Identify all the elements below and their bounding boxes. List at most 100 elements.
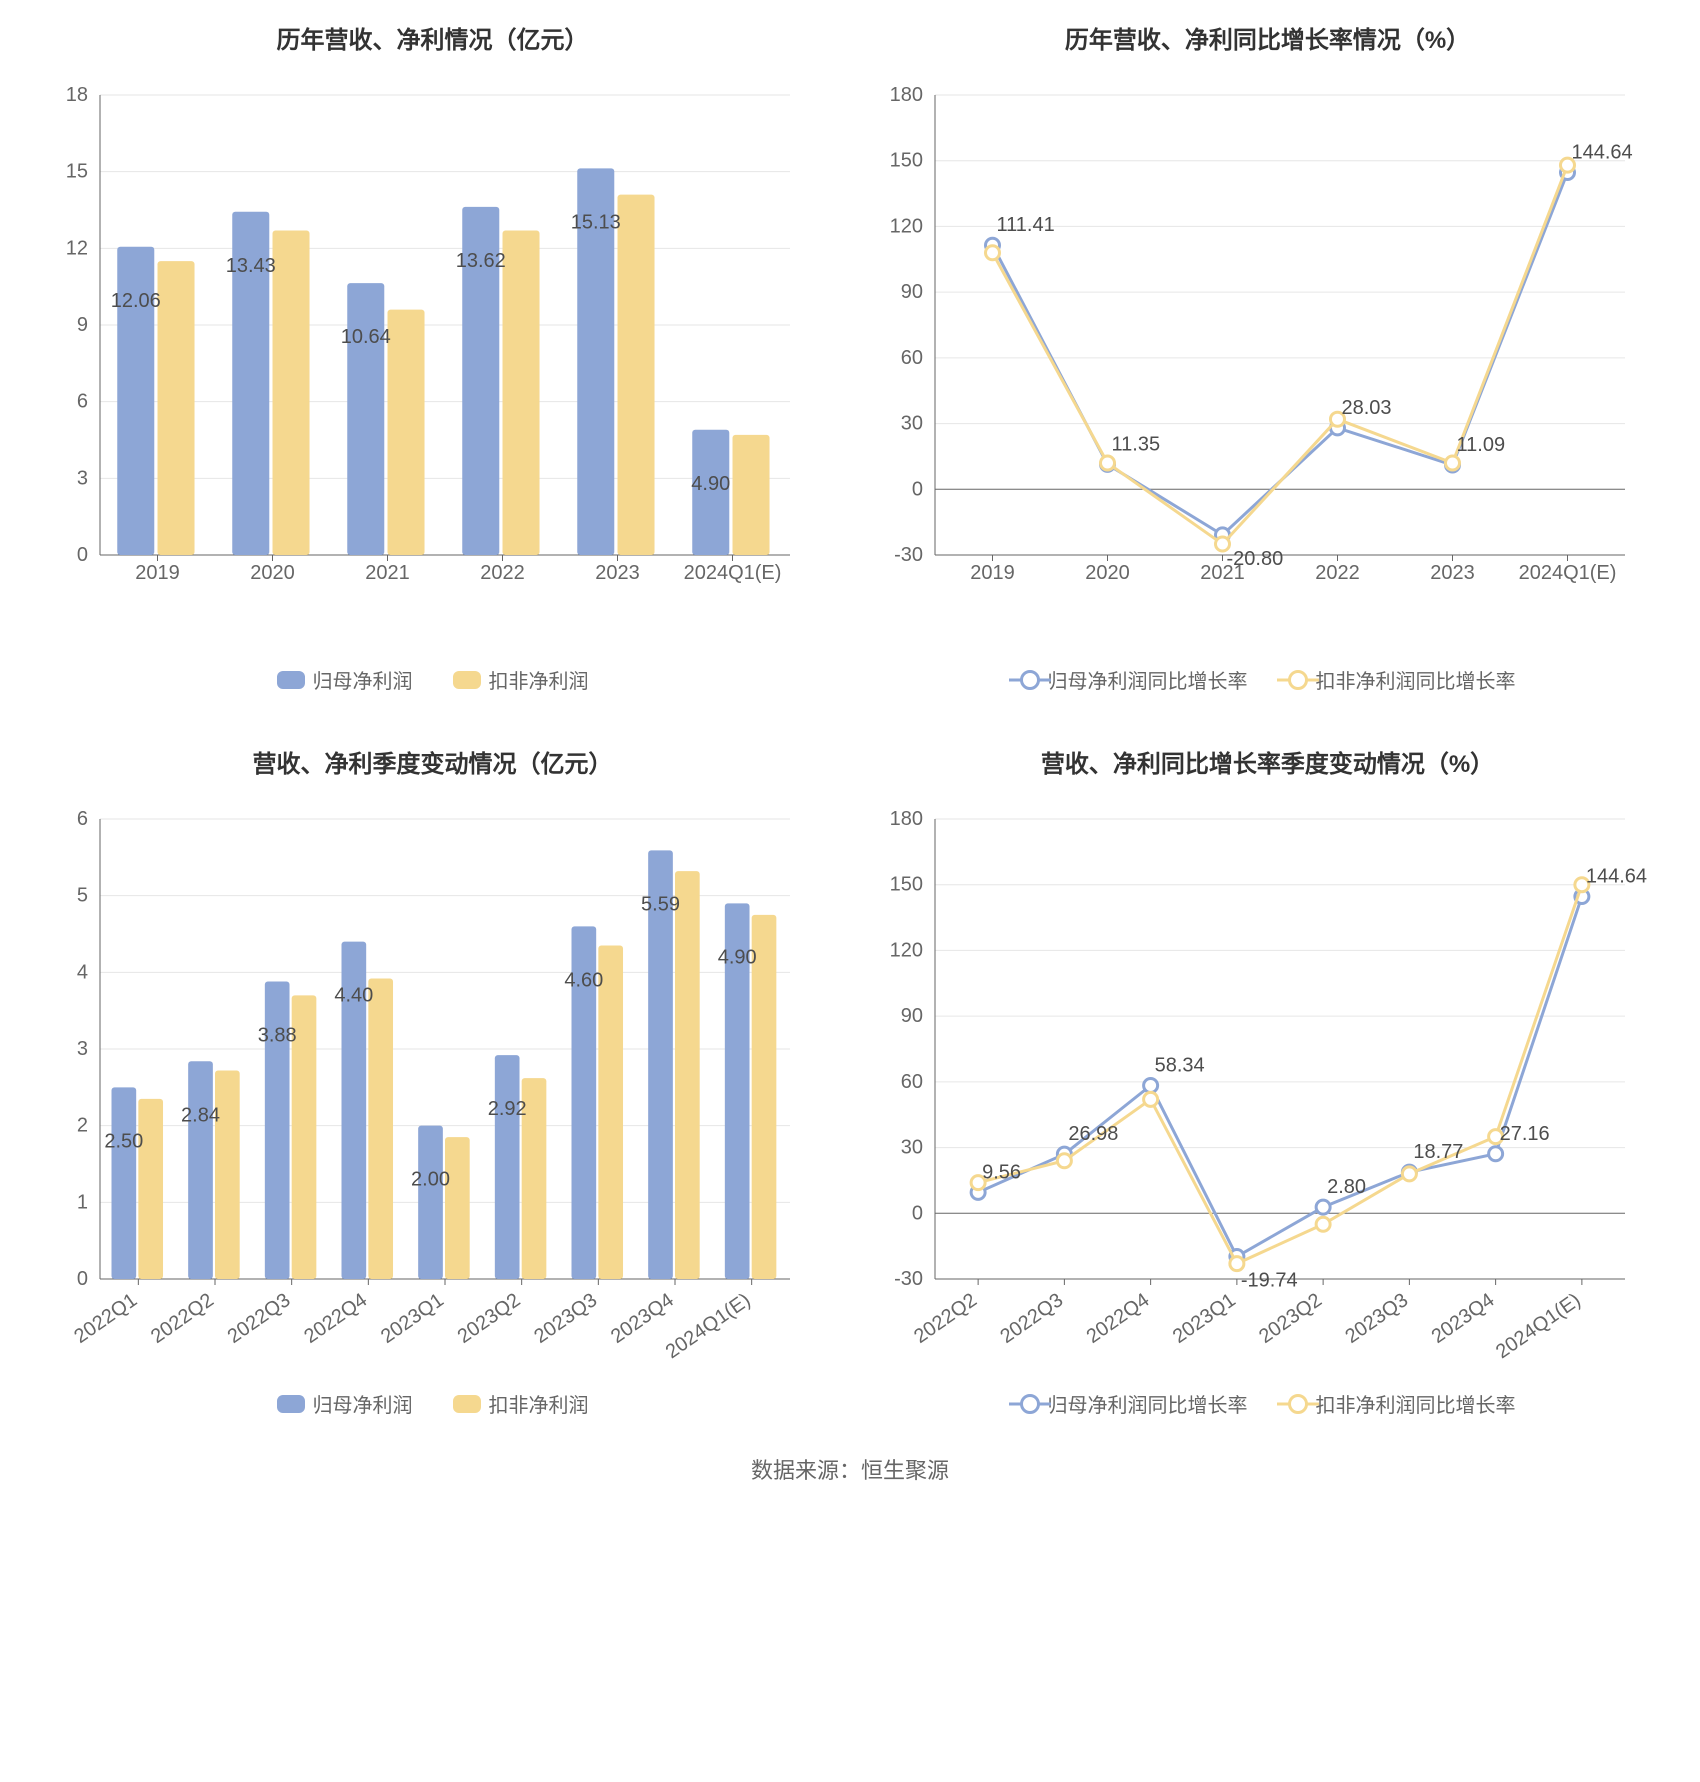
svg-text:18: 18 xyxy=(66,84,88,106)
legend-item: 扣非净利润同比增长率 xyxy=(1288,1389,1516,1418)
svg-text:120: 120 xyxy=(890,939,923,961)
svg-text:2023Q3: 2023Q3 xyxy=(1341,1289,1412,1348)
svg-text:2022Q1: 2022Q1 xyxy=(70,1289,141,1348)
chart-svg: 01234562022Q12022Q22022Q32022Q42023Q1202… xyxy=(40,799,820,1359)
chart-svg: -3003060901201501802022Q22022Q32022Q4202… xyxy=(875,799,1655,1359)
svg-text:2: 2 xyxy=(77,1115,88,1137)
svg-text:3.88: 3.88 xyxy=(258,1025,297,1047)
svg-text:150: 150 xyxy=(890,874,923,896)
svg-text:2023: 2023 xyxy=(595,562,640,584)
svg-text:15: 15 xyxy=(66,161,88,183)
data-source-label: 数据来源：恒生聚源 xyxy=(40,1453,1660,1485)
legend-label: 扣非净利润同比增长率 xyxy=(1316,1389,1516,1418)
svg-text:30: 30 xyxy=(901,413,923,435)
svg-text:2022Q3: 2022Q3 xyxy=(224,1289,295,1348)
svg-text:28.03: 28.03 xyxy=(1342,397,1392,419)
svg-text:3: 3 xyxy=(77,1038,88,1060)
svg-text:2.50: 2.50 xyxy=(104,1130,143,1152)
svg-text:2.00: 2.00 xyxy=(411,1169,450,1191)
legend-swatch-icon xyxy=(277,1395,305,1413)
svg-text:9.56: 9.56 xyxy=(982,1161,1021,1183)
svg-text:15.13: 15.13 xyxy=(571,211,621,233)
svg-text:4: 4 xyxy=(77,961,88,983)
svg-text:2022Q3: 2022Q3 xyxy=(996,1289,1067,1348)
svg-text:11.09: 11.09 xyxy=(1457,434,1506,456)
chart-legend: 归母净利润 扣非净利润 xyxy=(40,1389,825,1418)
svg-text:2023Q4: 2023Q4 xyxy=(1428,1289,1499,1348)
chart-legend: 归母净利润同比增长率 扣非净利润同比增长率 xyxy=(875,1389,1660,1418)
svg-text:2023Q1: 2023Q1 xyxy=(1169,1289,1240,1348)
chart-panel-c1: 历年营收、净利情况（亿元）036912151820192020202120222… xyxy=(40,20,825,694)
legend-label: 归母净利润同比增长率 xyxy=(1048,1389,1248,1418)
legend-item: 扣非净利润 xyxy=(453,1389,589,1418)
legend-swatch-icon xyxy=(453,671,481,689)
svg-text:13.43: 13.43 xyxy=(226,255,276,277)
svg-text:10.64: 10.64 xyxy=(341,326,391,348)
svg-text:2.92: 2.92 xyxy=(488,1098,527,1120)
svg-text:2021: 2021 xyxy=(365,562,410,584)
legend-swatch-icon xyxy=(1020,1394,1040,1414)
chart-title: 历年营收、净利同比增长率情况（%） xyxy=(875,20,1660,55)
svg-text:4.90: 4.90 xyxy=(718,946,757,968)
svg-text:90: 90 xyxy=(901,281,923,303)
svg-text:3: 3 xyxy=(77,467,88,489)
svg-text:144.64: 144.64 xyxy=(1572,141,1633,163)
legend-item: 扣非净利润同比增长率 xyxy=(1288,665,1516,694)
svg-text:13.62: 13.62 xyxy=(456,250,506,272)
svg-text:2024Q1(E): 2024Q1(E) xyxy=(1519,562,1617,584)
dashboard: 历年营收、净利情况（亿元）036912151820192020202120222… xyxy=(0,0,1700,1515)
svg-text:0: 0 xyxy=(912,1202,923,1224)
svg-text:2022Q2: 2022Q2 xyxy=(910,1289,981,1348)
svg-text:2023Q2: 2023Q2 xyxy=(1255,1289,1326,1348)
svg-text:6: 6 xyxy=(77,808,88,830)
svg-text:2022Q4: 2022Q4 xyxy=(1083,1289,1154,1348)
svg-text:5.59: 5.59 xyxy=(641,893,680,915)
chart-svg: -300306090120150180201920202021202220232… xyxy=(875,75,1655,635)
svg-text:2024Q1(E): 2024Q1(E) xyxy=(662,1289,755,1359)
svg-text:2.84: 2.84 xyxy=(181,1104,220,1126)
legend-item: 归母净利润同比增长率 xyxy=(1020,1389,1248,1418)
chart-title: 营收、净利季度变动情况（亿元） xyxy=(40,744,825,779)
legend-label: 归母净利润同比增长率 xyxy=(1048,665,1248,694)
legend-item: 归母净利润 xyxy=(277,665,413,694)
legend-label: 扣非净利润同比增长率 xyxy=(1316,665,1516,694)
svg-text:30: 30 xyxy=(901,1137,923,1159)
svg-text:2023: 2023 xyxy=(1430,562,1475,584)
svg-text:1: 1 xyxy=(77,1191,88,1213)
chart-panel-c3: 营收、净利季度变动情况（亿元）01234562022Q12022Q22022Q3… xyxy=(40,744,825,1418)
svg-text:2020: 2020 xyxy=(250,562,295,584)
svg-text:-30: -30 xyxy=(894,544,923,566)
svg-text:60: 60 xyxy=(901,347,923,369)
chart-title: 历年营收、净利情况（亿元） xyxy=(40,20,825,55)
legend-label: 扣非净利润 xyxy=(489,1389,589,1418)
svg-text:0: 0 xyxy=(77,1268,88,1290)
chart-legend: 归母净利润扣非净利润 xyxy=(40,665,825,694)
svg-text:6: 6 xyxy=(77,391,88,413)
svg-text:2024Q1(E): 2024Q1(E) xyxy=(684,562,782,584)
svg-text:18.77: 18.77 xyxy=(1413,1141,1463,1163)
svg-text:5: 5 xyxy=(77,885,88,907)
svg-text:2019: 2019 xyxy=(970,562,1015,584)
svg-text:58.34: 58.34 xyxy=(1155,1054,1205,1076)
svg-text:-30: -30 xyxy=(894,1268,923,1290)
svg-text:11.35: 11.35 xyxy=(1112,433,1161,455)
legend-item: 归母净利润 xyxy=(277,1389,413,1418)
svg-text:0: 0 xyxy=(912,478,923,500)
svg-text:144.64: 144.64 xyxy=(1586,865,1647,887)
svg-text:2023Q2: 2023Q2 xyxy=(454,1289,525,1348)
legend-label: 归母净利润 xyxy=(313,1389,413,1418)
legend-swatch-icon xyxy=(277,671,305,689)
chart-panel-c4: 营收、净利同比增长率季度变动情况（%）-30030609012015018020… xyxy=(875,744,1660,1418)
chart-grid: 历年营收、净利情况（亿元）036912151820192020202120222… xyxy=(40,20,1660,1418)
svg-text:60: 60 xyxy=(901,1071,923,1093)
svg-text:2022: 2022 xyxy=(1315,562,1360,584)
svg-text:4.60: 4.60 xyxy=(564,969,603,991)
legend-swatch-icon xyxy=(453,1395,481,1413)
svg-text:2023Q4: 2023Q4 xyxy=(607,1289,678,1348)
chart-legend: 归母净利润同比增长率 扣非净利润同比增长率 xyxy=(875,665,1660,694)
svg-text:9: 9 xyxy=(77,314,88,336)
legend-item: 归母净利润同比增长率 xyxy=(1020,665,1248,694)
svg-text:-20.80: -20.80 xyxy=(1227,548,1284,570)
legend-swatch-icon xyxy=(1020,670,1040,690)
svg-text:2022: 2022 xyxy=(480,562,525,584)
